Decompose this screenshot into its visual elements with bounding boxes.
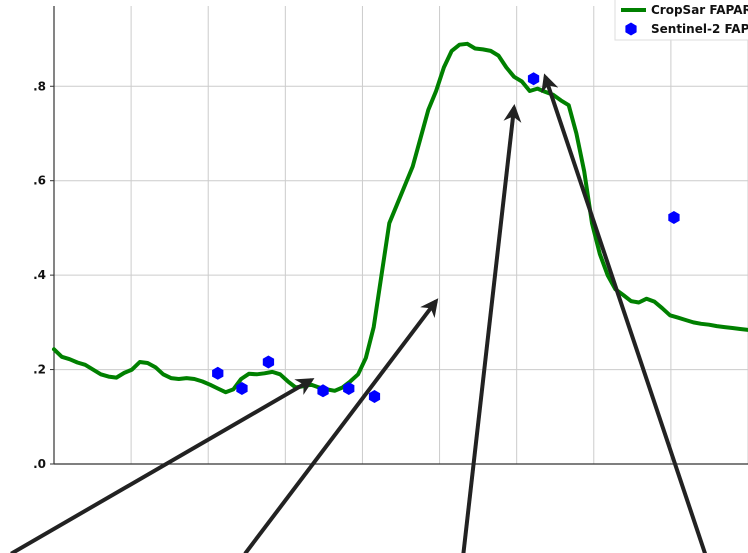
sentinel-point [343, 382, 355, 395]
annotation-arrows [10, 73, 707, 553]
annotation-arrow-1 [10, 378, 315, 553]
legend-point-swatch [625, 22, 637, 36]
sentinel-point [262, 355, 275, 369]
y-axis-ticks: .0 .2 .4 .6 .8 [33, 79, 54, 471]
legend-label-cropsar: CropSar FAPAR [651, 3, 748, 17]
annotation-arrow-4 [541, 73, 707, 553]
series-line-cropsar [52, 41, 748, 395]
axes [53, 6, 748, 465]
y-tick-label: .4 [33, 268, 46, 282]
y-tick-label: .2 [33, 363, 46, 377]
sentinel-point [317, 384, 329, 398]
scatter-points [212, 72, 680, 403]
sentinel-point [668, 211, 680, 224]
sentinel-point [236, 382, 248, 395]
grid [54, 6, 748, 465]
y-tick-label: .6 [33, 174, 46, 188]
annotation-arrow-3 [461, 103, 522, 553]
series [52, 41, 748, 395]
legend: CropSar FAPAR Sentinel-2 FAPAR [614, 0, 748, 41]
sentinel-point [212, 366, 224, 380]
sentinel-point [368, 390, 381, 403]
y-tick-label: .0 [33, 457, 46, 471]
annotation-arrow-2 [243, 298, 439, 553]
legend-label-sentinel: Sentinel-2 FAPAR [651, 22, 748, 36]
sentinel-point [527, 72, 540, 86]
y-tick-label: .8 [33, 79, 46, 93]
legend-box [614, 0, 748, 41]
